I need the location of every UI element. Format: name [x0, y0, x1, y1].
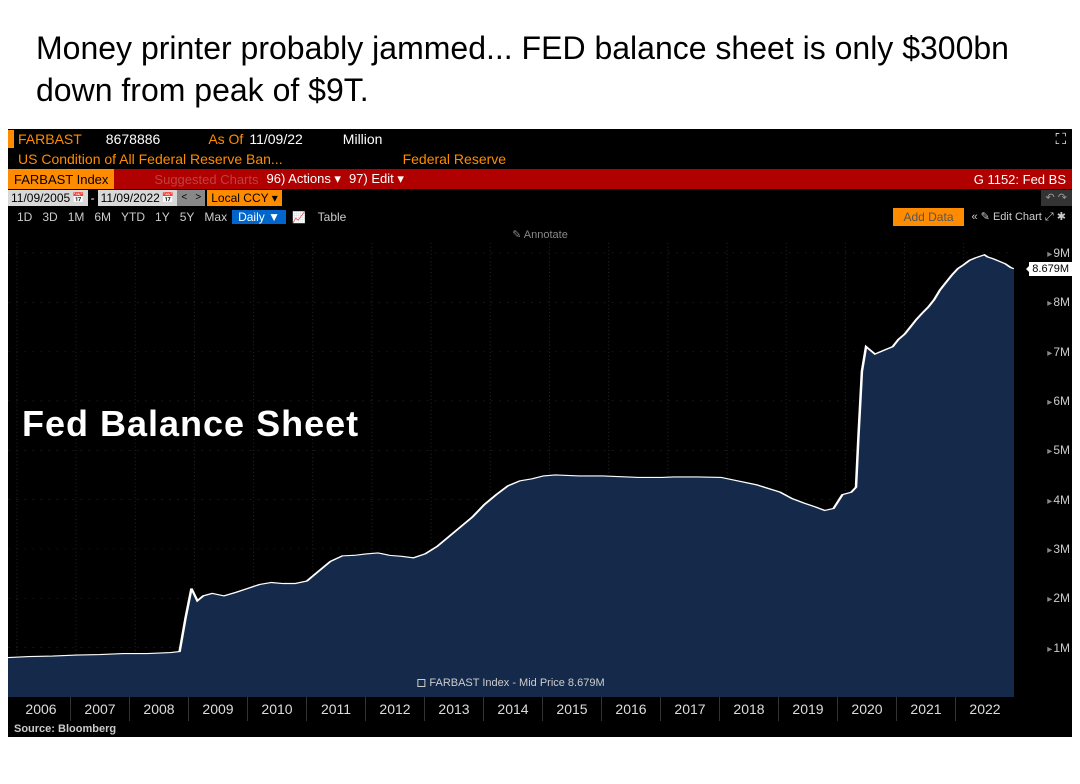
x-tick-label: 2019: [779, 697, 838, 721]
title-area: Money printer probably jammed... FED bal…: [0, 0, 1080, 129]
add-data-button[interactable]: Add Data: [893, 208, 963, 226]
asof-date: 11/09/22: [249, 131, 302, 147]
x-tick-label: 2017: [661, 697, 720, 721]
y-tick-label: ▸8M: [1047, 295, 1070, 309]
chart-legend: FARBAST Index - Mid Price 8.679M: [417, 677, 604, 689]
x-tick-label: 2007: [71, 697, 130, 721]
x-tick-label: 2016: [602, 697, 661, 721]
x-axis: 2006200720082009201020112012201320142015…: [8, 697, 1072, 721]
ticker-value: 8678886: [106, 131, 161, 147]
x-tick-label: 2022: [956, 697, 1014, 721]
header-row-1: FARBAST 8678886 As Of 11/09/22 Million ⛶: [8, 129, 1072, 149]
date-dash: -: [88, 191, 98, 205]
ticker-symbol: FARBAST: [18, 131, 82, 147]
y-tick-label: ▸2M: [1047, 591, 1070, 605]
x-tick-label: 2009: [189, 697, 248, 721]
edit-menu[interactable]: 97) Edit ▾: [349, 171, 404, 187]
undo-redo[interactable]: ↶ ↷: [1041, 190, 1073, 206]
data-source: Federal Reserve: [403, 151, 507, 167]
table-button[interactable]: Table: [318, 210, 347, 224]
current-value-marker: 8.679M: [1029, 262, 1072, 276]
x-tick-label: 2021: [897, 697, 956, 721]
y-tick-label: ▸9M: [1047, 246, 1070, 260]
frequency-selector[interactable]: Daily ▼: [232, 210, 286, 224]
ticker-description: US Condition of All Federal Reserve Ban.…: [18, 151, 283, 167]
x-tick-label: 2014: [484, 697, 543, 721]
annotate-button[interactable]: ✎ Annotate: [8, 227, 1072, 243]
x-tick-label: 2008: [130, 697, 189, 721]
x-tick-label: 2013: [425, 697, 484, 721]
asof-label: As Of: [208, 131, 243, 147]
actions-menu[interactable]: 96) Actions ▾: [267, 171, 341, 187]
x-tick-label: 2015: [543, 697, 602, 721]
legend-text: FARBAST Index - Mid Price 8.679M: [429, 677, 604, 689]
y-tick-label: ▸3M: [1047, 542, 1070, 556]
suggested-charts[interactable]: Suggested Charts: [154, 172, 258, 187]
chart-type-icon[interactable]: 📈: [292, 211, 306, 224]
page-title: Money printer probably jammed... FED bal…: [36, 28, 1044, 111]
end-date-input[interactable]: 11/09/2022📅: [98, 190, 178, 206]
period-5y[interactable]: 5Y: [175, 210, 200, 224]
bloomberg-terminal: FARBAST 8678886 As Of 11/09/22 Million ⛶…: [8, 129, 1072, 737]
y-tick-label: ▸5M: [1047, 443, 1070, 457]
prev-button[interactable]: <: [177, 190, 191, 206]
edit-chart-controls[interactable]: « ✎ Edit Chart ⤢ ✱: [972, 210, 1067, 224]
source-attribution: Source: Bloomberg: [8, 721, 1072, 737]
period-1m[interactable]: 1M: [63, 210, 90, 224]
accent-bar: [8, 130, 14, 148]
x-tick-label: 2018: [720, 697, 779, 721]
chart-code: G 1152: Fed BS: [974, 172, 1066, 187]
y-tick-label: ▸1M: [1047, 641, 1070, 655]
start-date-input[interactable]: 11/09/2005📅: [8, 190, 88, 206]
currency-label: Local CCY: [211, 191, 268, 205]
y-tick-label: ▸4M: [1047, 493, 1070, 507]
unit-label: Million: [343, 131, 383, 147]
y-tick-label: ▸7M: [1047, 345, 1070, 359]
currency-selector[interactable]: Local CCY ▾: [207, 190, 282, 206]
expand-icon[interactable]: ⛶: [1055, 131, 1066, 148]
legend-swatch: [417, 679, 425, 687]
x-tick-label: 2010: [248, 697, 307, 721]
x-tick-label: 2011: [307, 697, 366, 721]
period-3d[interactable]: 3D: [37, 210, 62, 224]
index-badge[interactable]: FARBAST Index: [8, 169, 114, 189]
start-date-value: 11/09/2005: [11, 191, 70, 205]
y-axis: ▸1M ▸2M ▸3M ▸4M ▸5M ▸6M ▸7M ▸8M ▸9M 8.679M: [1014, 243, 1072, 697]
period-1d[interactable]: 1D: [12, 210, 37, 224]
chart-area: Fed Balance Sheet FARBAST Index - Mid Pr…: [8, 243, 1072, 697]
header-row-2: US Condition of All Federal Reserve Ban.…: [8, 149, 1072, 169]
period-max[interactable]: Max: [199, 210, 232, 224]
x-tick-label: 2006: [12, 697, 71, 721]
date-range-row: 11/09/2005📅 - 11/09/2022📅 < > Local CCY …: [8, 189, 1072, 207]
period-1y[interactable]: 1Y: [150, 210, 175, 224]
y-tick-label: ▸6M: [1047, 394, 1070, 408]
plot-area[interactable]: Fed Balance Sheet FARBAST Index - Mid Pr…: [8, 243, 1014, 697]
period-ytd[interactable]: YTD: [116, 210, 150, 224]
x-tick-label: 2020: [838, 697, 897, 721]
end-date-value: 11/09/2022: [101, 191, 160, 205]
next-button[interactable]: >: [191, 190, 205, 206]
calendar-icon: 📅: [162, 193, 174, 204]
chart-title: Fed Balance Sheet: [22, 403, 359, 445]
x-tick-label: 2012: [366, 697, 425, 721]
calendar-icon: 📅: [72, 193, 84, 204]
red-toolbar: FARBAST Index Suggested Charts 96) Actio…: [8, 169, 1072, 189]
period-6m[interactable]: 6M: [89, 210, 116, 224]
period-row: 1D 3D 1M 6M YTD 1Y 5Y Max Daily ▼ 📈 Tabl…: [8, 207, 1072, 227]
area-chart-svg: [8, 243, 1014, 697]
